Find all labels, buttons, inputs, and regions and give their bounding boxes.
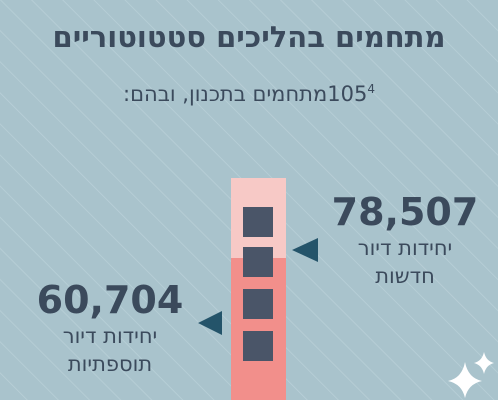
subtitle-text: מתחמים בתכנון, ובהם:: [123, 82, 328, 106]
window: [243, 331, 273, 361]
sparkle: [448, 352, 494, 398]
arrow: [292, 238, 318, 262]
stat-label: יחידות דיור: [357, 236, 453, 260]
stat-number: 78,507: [331, 190, 479, 234]
window: [243, 289, 273, 319]
footnote: 4: [367, 82, 375, 96]
building-bottom: [231, 258, 286, 400]
count: 105: [327, 82, 368, 106]
stat-label: חדשות: [375, 264, 435, 288]
window: [243, 207, 273, 237]
stat-number: 60,704: [36, 278, 184, 322]
title: מתחמים בהליכים סטטוטוריים: [52, 20, 446, 54]
stat: 60,704 יחידות דיור תוספתיות: [30, 278, 190, 378]
stat: 78,507 יחידות דיור חדשות: [330, 190, 480, 290]
window: [243, 247, 273, 277]
stat-label: תוספתיות: [67, 352, 153, 376]
stat-label: יחידות דיור: [62, 324, 158, 348]
subtitle: 1054 מתחמים בתכנון, ובהם:: [0, 82, 498, 106]
arrow: [198, 311, 222, 335]
